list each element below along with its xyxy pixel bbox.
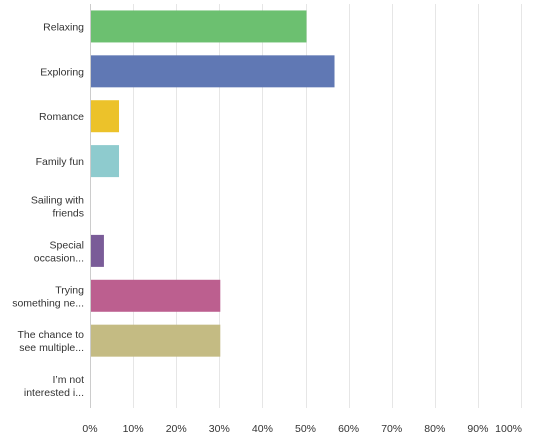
category-label-line: occasion... xyxy=(34,252,84,264)
category-label: I’m not interested i... xyxy=(24,374,84,399)
category-label: Relaxing xyxy=(43,21,84,33)
category-label: The chance to see multiple... xyxy=(17,329,84,354)
category-label-line: friends xyxy=(52,208,84,220)
x-tick-label: 0% xyxy=(82,423,97,435)
category-label: Family fun xyxy=(36,156,85,168)
x-tick-label: 30% xyxy=(209,423,230,435)
category-label-line: Exploring xyxy=(40,66,84,78)
bar-7 xyxy=(91,279,221,312)
bar-4 xyxy=(91,145,120,178)
category-label-line: something ne... xyxy=(12,297,84,309)
x-tick-label: 50% xyxy=(295,423,316,435)
category-label-line: Relaxing xyxy=(43,21,84,33)
category-label: Sailing with friends xyxy=(31,195,84,220)
category-label-line: Family fun xyxy=(36,156,85,168)
x-tick-label: 20% xyxy=(166,423,187,435)
bar-8 xyxy=(91,324,221,357)
category-label-line: The chance to xyxy=(17,329,84,341)
x-tick-label: 60% xyxy=(338,423,359,435)
x-tick-label: 70% xyxy=(381,423,402,435)
category-label: Special occasion... xyxy=(34,239,84,264)
bar-3 xyxy=(91,100,120,133)
category-label: Romance xyxy=(39,111,84,123)
category-label-line: I’m not xyxy=(52,374,84,386)
category-label-line: see multiple... xyxy=(19,342,84,354)
x-tick-label: 10% xyxy=(123,423,144,435)
x-tick-label: 40% xyxy=(252,423,273,435)
x-tick-label: 80% xyxy=(424,423,445,435)
bar-2 xyxy=(91,55,335,88)
category-label: Exploring xyxy=(40,66,84,78)
x-tick-label: 100% xyxy=(495,423,522,435)
bar-6 xyxy=(91,234,104,267)
category-label-line: Romance xyxy=(39,111,84,123)
category-label-line: interested i... xyxy=(24,387,84,399)
category-label-line: Special xyxy=(50,239,84,251)
category-label: Trying something ne... xyxy=(12,284,84,309)
x-tick-label: 90% xyxy=(467,423,488,435)
bar-1 xyxy=(91,10,307,43)
category-label-line: Sailing with xyxy=(31,195,84,207)
category-label-line: Trying xyxy=(55,284,84,296)
